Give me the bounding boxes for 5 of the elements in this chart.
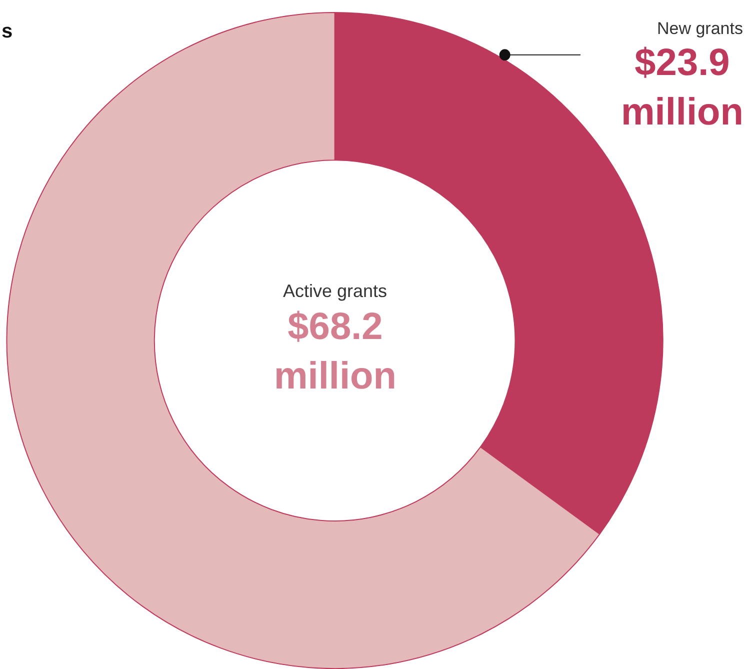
data-label: $23.9 million bbox=[621, 42, 744, 134]
slice-label: New grants bbox=[657, 19, 743, 38]
chart-title: s bbox=[2, 20, 13, 42]
text: $68.2 million bbox=[274, 306, 396, 398]
text: Active grants bbox=[283, 281, 388, 301]
